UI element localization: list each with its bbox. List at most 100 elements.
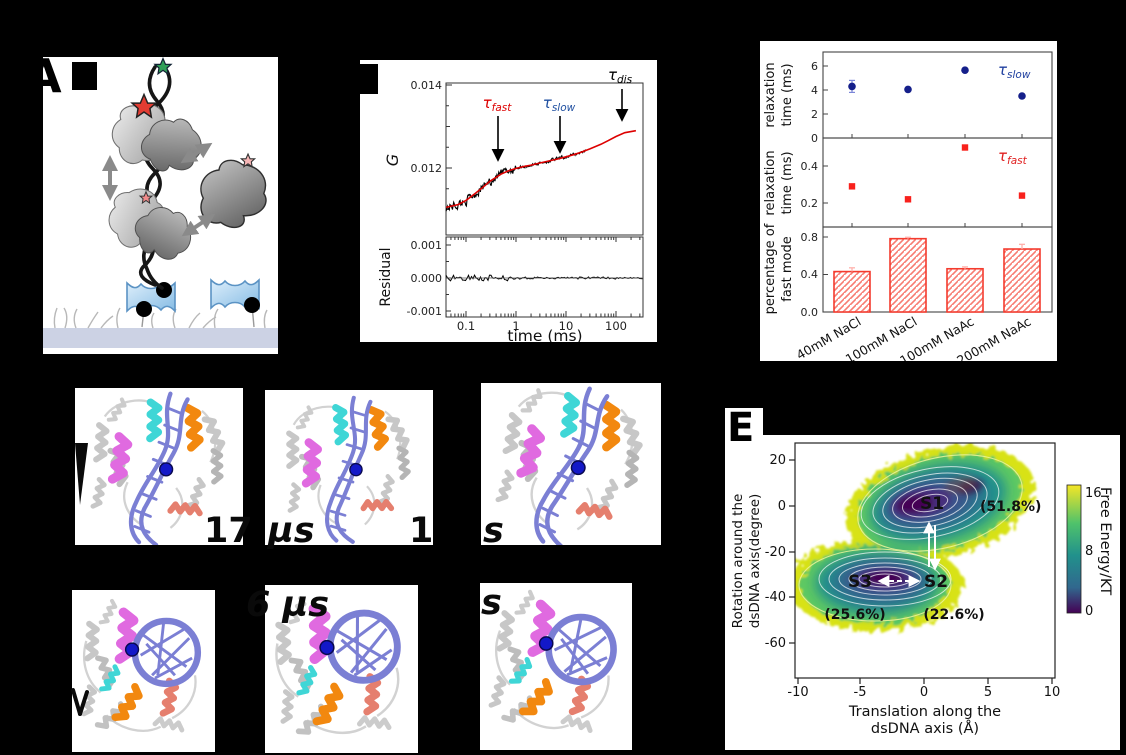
svg-text:10: 10 <box>1044 685 1061 700</box>
colorbar-tick: 8 <box>1085 544 1093 559</box>
y-axis-label-line1: Rotation around the <box>730 494 746 629</box>
svg-text:20: 20 <box>769 453 786 468</box>
structure-snapshot-r2c3 <box>480 583 632 750</box>
colorbar: 16 8 0 Free Energy/KT <box>1066 484 1113 619</box>
axis-ticks <box>445 84 641 317</box>
axis-ticks <box>789 459 1053 684</box>
svg-text:-60: -60 <box>765 636 786 651</box>
transition-arrows <box>877 521 941 587</box>
svg-text:4: 4 <box>811 84 818 97</box>
x-axis-label-line1: Translation along the <box>848 704 1001 720</box>
y-tick-labels: 20 0 -20 -40 -60 <box>765 453 786 651</box>
x-tick-label: 0.1 <box>457 319 475 333</box>
state-s2-population: (22.6%) <box>923 607 984 623</box>
state-s2: S2 <box>924 572 948 592</box>
panel-b-fcs-plot: 0.014 0.012 0.001 0.000 -0.001 0.1 1 10 … <box>360 60 657 342</box>
tick-labels-top: 6 4 2 0 <box>811 60 818 145</box>
svg-text:0.2: 0.2 <box>801 197 819 210</box>
streptavidin-left <box>126 282 176 328</box>
state-labels: S1 (51.8%) S2 S3 (25.6%) (22.6%) <box>824 494 1041 623</box>
axes-frame <box>822 51 1053 313</box>
y-axis-label-line2: dsDNA axis(degree) <box>747 494 763 629</box>
structure-snapshot-r1c3 <box>481 383 661 545</box>
svg-text:-10: -10 <box>787 685 808 700</box>
tau-fast-label: τfast <box>483 94 513 114</box>
fcs-data-curve <box>445 149 587 212</box>
state-s1-population: (51.8%) <box>980 499 1041 515</box>
x-tick-label: 100 <box>605 319 627 333</box>
free-energy-heatmap <box>795 445 1035 631</box>
svg-text:0: 0 <box>920 685 928 700</box>
x-tick-label: 1 <box>512 319 519 333</box>
svg-text:0.4: 0.4 <box>801 268 819 281</box>
svg-text:fast mode: fast mode <box>780 236 795 301</box>
panel-a-schematic <box>43 57 278 354</box>
colorbar-label: Free Energy/KT <box>1097 487 1113 595</box>
svg-text:time (ms): time (ms) <box>780 63 795 126</box>
protein-bound-lower <box>100 181 198 268</box>
peg-brush <box>53 307 268 329</box>
svg-text:-40: -40 <box>765 590 786 605</box>
protein-bound-upper <box>106 98 212 186</box>
svg-text:-20: -20 <box>765 545 786 560</box>
svg-text:5: 5 <box>984 685 992 700</box>
structure-snapshot-r1c1 <box>75 388 243 545</box>
y-axis-labels: relaxation time (ms) relaxation time (ms… <box>763 62 795 314</box>
state-s3-population: (25.6%) <box>824 607 885 623</box>
axes-frame <box>794 442 1056 679</box>
tau-slow-label: τslow <box>543 94 576 114</box>
fast-mode-bars <box>833 236 1041 313</box>
exchange-arrows <box>102 142 216 237</box>
svg-text:0.4: 0.4 <box>801 160 819 173</box>
fcs-fit-curve <box>445 129 637 209</box>
panel-e-label-tab <box>725 408 763 438</box>
svg-text:0.0: 0.0 <box>801 306 819 319</box>
svg-text:percentage of: percentage of <box>763 223 778 314</box>
g-tick-label: 0.012 <box>411 162 443 175</box>
res-tick-label: 0.000 <box>411 272 443 285</box>
axes-frame <box>445 82 644 318</box>
residual-trace <box>445 273 643 282</box>
dna-tether <box>138 65 172 290</box>
svg-text:0.8: 0.8 <box>801 231 819 244</box>
panel-c-salt-dependence: 6 4 2 0 0.4 0.2 0.8 0.4 0.0 relaxation t… <box>760 41 1057 361</box>
g-axis-tick-labels: 0.014 0.012 <box>411 79 443 175</box>
state-s1: S1 <box>920 494 944 514</box>
state-s3: S3 <box>848 572 872 592</box>
svg-text:0: 0 <box>778 499 786 514</box>
tau-fast-points <box>848 144 1026 203</box>
tick-labels-bot: 0.8 0.4 0.0 <box>801 231 819 319</box>
tau-fast-legend: τfast <box>998 147 1028 167</box>
panel-e-free-energy-landscape: 20 0 -20 -40 -60 -10 -5 0 5 10 Translati… <box>725 435 1120 750</box>
svg-text:0: 0 <box>811 132 818 145</box>
svg-text:relaxation: relaxation <box>763 150 778 215</box>
residual-tick-labels: 0.001 0.000 -0.001 <box>407 239 442 318</box>
time-axis-tick-labels: 0.1 1 10 100 <box>457 319 627 333</box>
svg-text:time (ms): time (ms) <box>780 151 795 214</box>
colorbar-tick: 0 <box>1085 604 1093 619</box>
x-axis-label-line2: dsDNA axis (Å) <box>871 720 979 737</box>
tau-slow-legend: τslow <box>998 61 1031 81</box>
structure-snapshot-r2c1 <box>72 590 215 752</box>
tau-dis-label: τdis <box>608 66 633 86</box>
svg-text:6: 6 <box>811 60 818 73</box>
g-tick-label: 0.014 <box>411 79 443 92</box>
structure-snapshot-r1c2 <box>265 390 433 545</box>
residual-axis-label: Residual <box>378 247 394 306</box>
x-tick-label: 10 <box>559 319 574 333</box>
tick-labels-mid: 0.4 0.2 <box>801 160 819 210</box>
biotin-icon <box>136 301 152 317</box>
res-tick-label: -0.001 <box>407 305 442 318</box>
g-axis-label: G <box>383 154 402 166</box>
surface <box>43 307 278 348</box>
structure-snapshot-r2c2 <box>265 585 418 753</box>
svg-text:relaxation: relaxation <box>763 62 778 127</box>
tau-slow-points <box>848 66 1026 100</box>
annotation-arrows <box>491 89 629 162</box>
colorbar-tick: 16 <box>1085 486 1102 501</box>
category-labels: 40mM NaCl 100mM NaCl 100mM NaAc 200mM Na… <box>794 314 1034 361</box>
x-tick-labels: -10 -5 0 5 10 <box>787 685 1060 700</box>
svg-text:-5: -5 <box>854 685 867 700</box>
svg-text:2: 2 <box>811 108 818 121</box>
